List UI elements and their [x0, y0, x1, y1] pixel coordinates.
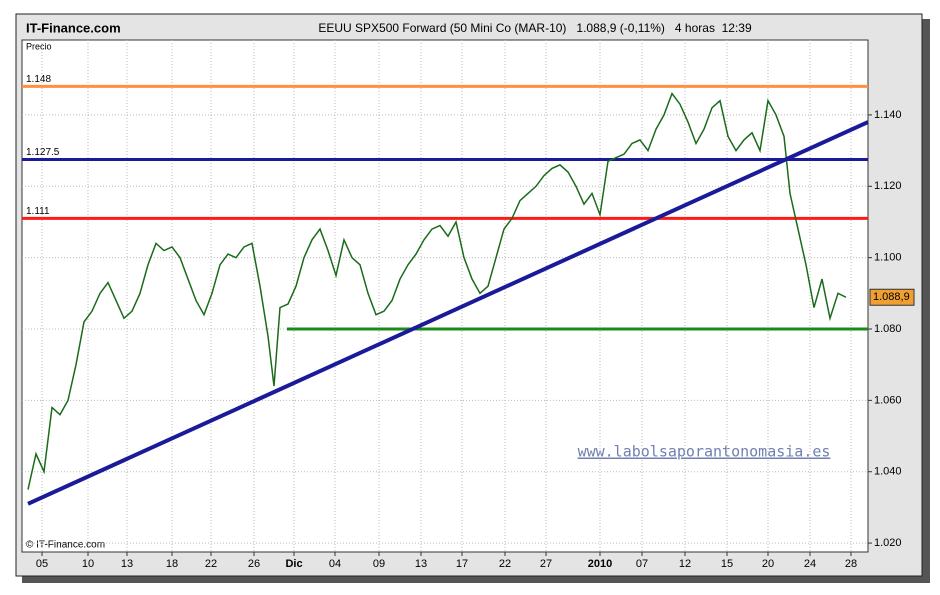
- y-tick-label: 1.140: [874, 109, 902, 121]
- x-tick-label: 22: [499, 558, 511, 570]
- price-line: [27, 91, 847, 490]
- plot-area: [21, 39, 869, 553]
- x-tick-label: 07: [636, 558, 648, 570]
- y-tick-label: 1.020: [874, 537, 902, 549]
- level-label: 1.111: [26, 206, 50, 217]
- x-tick-label: 20: [762, 558, 774, 570]
- y-tick-label: 1.120: [874, 180, 902, 192]
- y-tick-label: 1.100: [874, 252, 902, 264]
- chart-title: EEUU SPX500 Forward (50 Mini Co (MAR-10)…: [318, 21, 752, 35]
- x-tick-label: 10: [82, 558, 94, 570]
- x-tick-label: Dic: [285, 558, 302, 570]
- x-tick-label: 04: [329, 558, 341, 570]
- x-tick-label: 09: [373, 558, 385, 570]
- x-tick-label: 26: [248, 558, 260, 570]
- site-name: IT-Finance.com: [26, 20, 121, 35]
- level-label: 1.148: [26, 74, 51, 85]
- level-label: 1.127.5: [26, 147, 60, 158]
- y-tick-label: 1.080: [874, 323, 902, 335]
- watermark: www.labolsaporantonomasia.es: [578, 443, 831, 461]
- current-price-box: [869, 288, 915, 306]
- x-tick-label: 22: [205, 558, 217, 570]
- trend-line: [27, 120, 869, 506]
- x-tick-label: 18: [166, 558, 178, 570]
- x-tick-label: 13: [121, 558, 133, 570]
- y-axis-label: Precio: [26, 41, 52, 51]
- x-tick-label: 05: [36, 558, 48, 570]
- x-tick-label: 28: [845, 558, 857, 570]
- x-tick-label: 17: [456, 558, 468, 570]
- x-tick-label: 12: [679, 558, 691, 570]
- y-tick-label: 1.040: [874, 466, 902, 478]
- x-tick-label: 15: [721, 558, 733, 570]
- y-tick-label: 1.060: [874, 394, 902, 406]
- x-tick-label: 27: [540, 558, 552, 570]
- x-tick-label: 2010: [588, 558, 612, 570]
- current-price-label: 1.088,9: [873, 291, 910, 303]
- copyright: © IT-Finance.com: [26, 540, 105, 551]
- x-tick-label: 13: [415, 558, 427, 570]
- x-tick-label: 24: [804, 558, 816, 570]
